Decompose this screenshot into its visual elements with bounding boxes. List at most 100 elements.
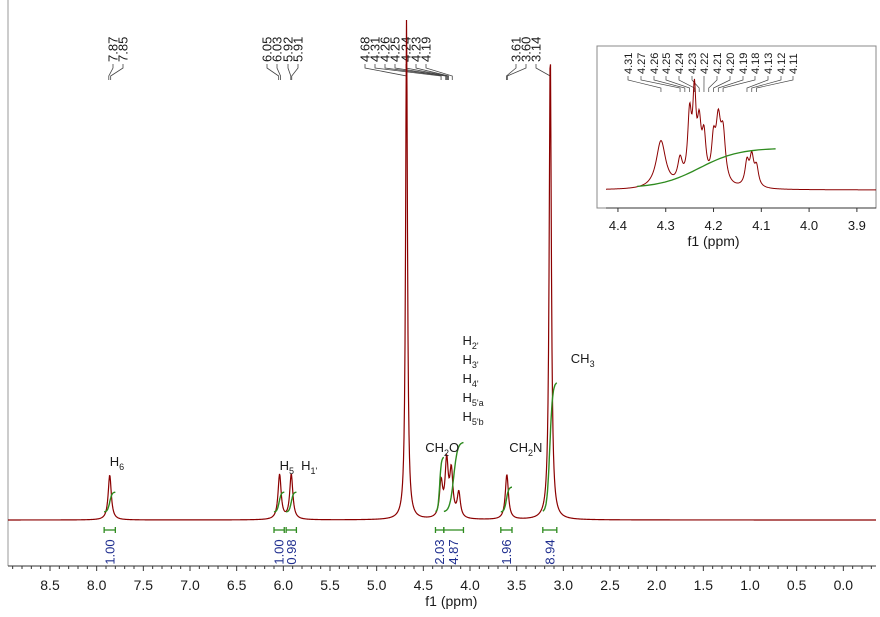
inset-tick-label: 4.4 [609, 218, 627, 233]
integral-value: 4.87 [446, 539, 461, 564]
x-tick-label: 7.5 [134, 577, 154, 593]
peak-label-connector [505, 64, 517, 80]
x-tick-label: 5.0 [367, 577, 387, 593]
inset-peak-label: 4.25 [661, 53, 673, 74]
peak-label-connector [425, 64, 453, 80]
inset-peak-label: 4.12 [776, 53, 788, 74]
assignment-label: H4' [463, 371, 479, 389]
integral-curve [273, 491, 285, 513]
inset-tick-label: 4.1 [752, 218, 770, 233]
assignment-sub: 6 [119, 462, 124, 472]
peak-label-connector [415, 64, 449, 80]
inset-label-connector [713, 76, 731, 92]
peak-label-connector [384, 64, 447, 80]
integral-curve [435, 456, 445, 513]
inset-peak-label: 4.26 [649, 53, 661, 74]
inset-peak-label: 4.24 [674, 53, 686, 74]
peak-label: 3.60 [519, 37, 534, 62]
peak-label: 7.87 [106, 37, 121, 62]
peak-label: 4.68 [358, 37, 373, 62]
peak-label-connector [110, 64, 124, 80]
x-tick-label: 8.5 [40, 577, 60, 593]
x-axis-title: f1 (ppm) [425, 593, 477, 609]
x-tick-label: 2.0 [647, 577, 667, 593]
assignment-label: H6 [110, 454, 124, 472]
x-tick-label: 7.0 [180, 577, 200, 593]
integral-curve [103, 491, 116, 513]
assignment-sub: 5'a [472, 398, 484, 408]
inset-label-connector [751, 76, 782, 92]
inset-label-connector [722, 76, 756, 92]
x-tick-label: 4.5 [414, 577, 434, 593]
inset-peak-label: 4.19 [738, 53, 750, 74]
assignment-label: H5'a [463, 390, 484, 408]
x-tick-label: 5.5 [320, 577, 340, 593]
x-tick-label: 1.0 [740, 577, 760, 593]
peak-label: 6.05 [260, 37, 275, 62]
peak-label-connector [535, 64, 551, 80]
x-tick-label: 1.5 [694, 577, 714, 593]
assignment-sub: 3 [590, 359, 595, 369]
inset-peak-label: 4.20 [725, 53, 737, 74]
x-tick-label: 0.5 [787, 577, 807, 593]
main-integrals: 1.00 1.000.98 2.03 4.87 1.96 8.94 [102, 527, 558, 565]
inset-label-connector [691, 76, 700, 92]
inset-label-connector [756, 76, 794, 92]
inset-label-connector [717, 76, 744, 92]
x-tick-label: 3.0 [554, 577, 574, 593]
inset-peak-labels: 4.31 4.27 4.26 4.25 4.24 4.23 4.22 4.21 4.20 4.19… [623, 53, 800, 92]
peak-label: 7.85 [116, 37, 131, 62]
peak-label: 3.14 [529, 37, 544, 62]
integral-value: 2.03 [432, 539, 447, 564]
integral-value: 1.00 [102, 539, 117, 564]
peak-label-connector [266, 64, 280, 80]
inset-curves [605, 78, 876, 191]
x-tick-label: 2.5 [600, 577, 620, 593]
x-tick-label: 4.0 [460, 577, 480, 593]
integral-curve [285, 491, 297, 513]
assignment-label: H3' [463, 352, 479, 370]
assignment-main: H [463, 333, 472, 348]
integral-value: 1.00 [272, 539, 287, 564]
integral-value: 1.96 [499, 539, 514, 564]
assignment-main: H [110, 454, 119, 469]
x-tick-label: 0.0 [834, 577, 854, 593]
peak-label-connector [291, 64, 299, 80]
assignment-label: H5'b [463, 409, 484, 427]
assignment-main: H [463, 390, 472, 405]
assignment-main: N [533, 440, 542, 455]
peak-label: 4.23 [409, 37, 424, 62]
assignment-label: CH3 [571, 351, 595, 369]
assignment-sub: 5'b [472, 417, 484, 427]
assignment-main: O [449, 440, 459, 455]
peak-label-connector [287, 64, 292, 80]
inset-label-connector [627, 76, 662, 92]
main-peak-labels: 7.877.85 6.056.035.925.91 4.684.314.264.25… [106, 37, 551, 80]
inset-peak-label: 4.21 [712, 53, 724, 74]
inset-x-axis: 4.4 4.3 4.2 4.1 4.0 3.9 f1 (ppm) [606, 207, 876, 249]
assignment-label: CH2N [509, 440, 542, 458]
integral-curve [542, 382, 558, 512]
inset-peak-label: 4.31 [623, 53, 635, 74]
assignment-main: H [280, 458, 289, 473]
integral-value: 8.94 [542, 539, 557, 564]
peak-label: 4.26 [378, 37, 393, 62]
peak-label: 5.92 [281, 37, 296, 62]
peak-label: 6.03 [270, 37, 285, 62]
peak-label-connector [394, 64, 448, 80]
inset-frame [596, 45, 877, 209]
assignment-label: CH2O [425, 440, 459, 458]
assignment-label: H2' [463, 333, 479, 351]
inset-x-axis-title: f1 (ppm) [687, 233, 739, 249]
assignment-sub: 2 [444, 448, 449, 458]
assignment-main: CH [571, 351, 590, 366]
inset-peak-label: 4.18 [750, 53, 762, 74]
inset-plot: 4.31 4.27 4.26 4.25 4.24 4.23 4.22 4.21 4.20 4.19… [596, 45, 877, 249]
assignment-sub: 3' [472, 360, 479, 370]
inset-peak-label: 4.27 [636, 53, 648, 74]
inset-label-connector [708, 76, 718, 92]
assignment-sub: 5 [289, 466, 294, 476]
inset-integral-curve [637, 148, 776, 188]
peak-label: 4.25 [388, 37, 403, 62]
